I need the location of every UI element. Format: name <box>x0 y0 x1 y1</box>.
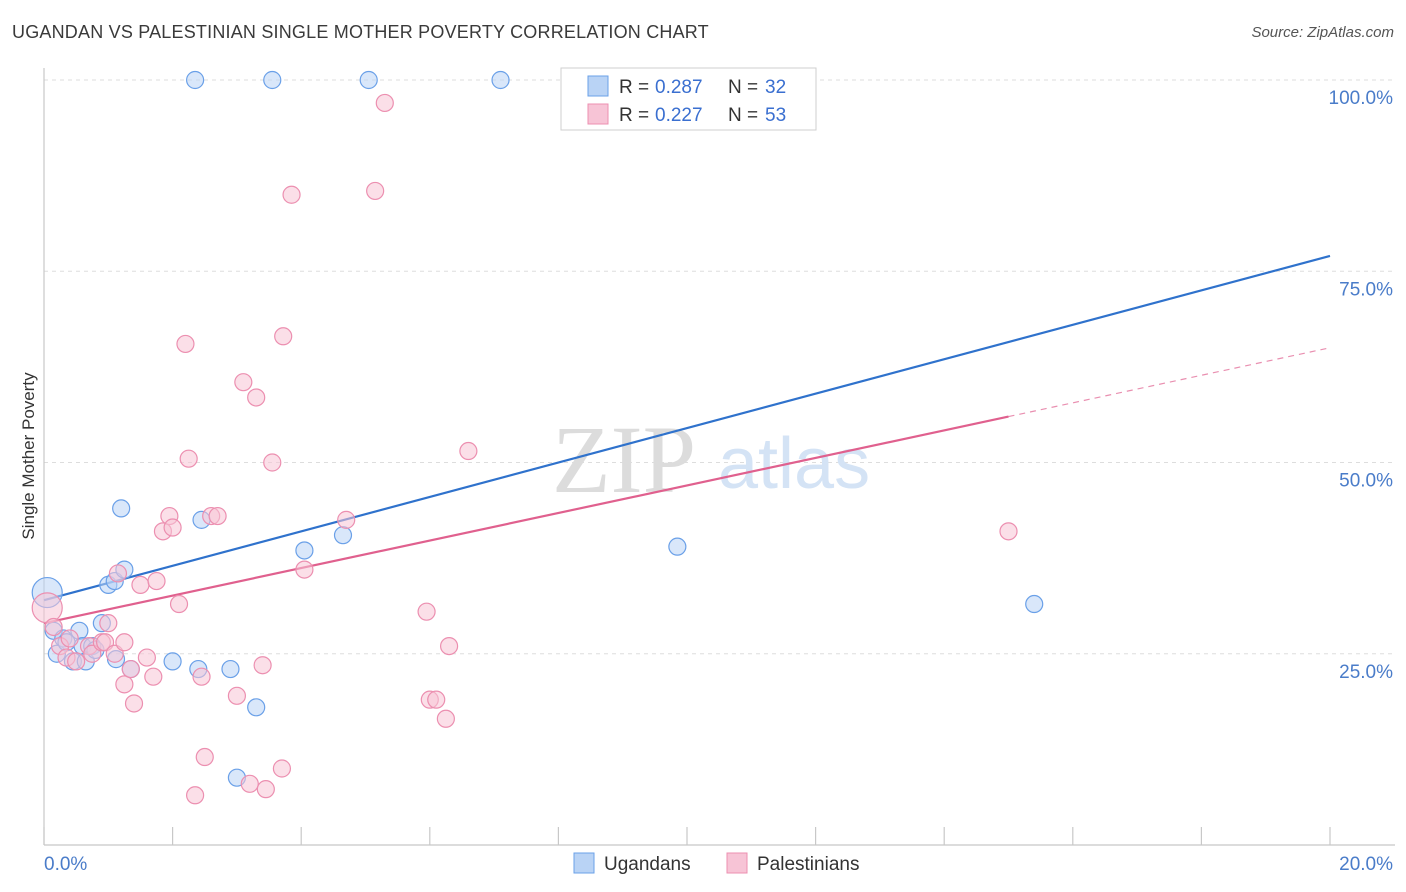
source-label: Source: ZipAtlas.com <box>1251 24 1394 41</box>
palestinian-point-14 <box>121 659 140 679</box>
legend-bottom-swatch-ugandans <box>573 852 595 874</box>
palestinian-point-41 <box>295 560 314 579</box>
palestinian-point-25 <box>179 449 198 468</box>
palestinian-point-34 <box>247 388 266 407</box>
tick-labels: 100.0% 75.0% 50.0% 25.0% 0.0% 20.0% <box>44 88 1393 875</box>
legend-r-label-2: R = <box>619 105 649 126</box>
legend-n-label-1: N = <box>728 77 758 98</box>
palestinian-point-45 <box>417 602 436 621</box>
legend-n-value-2: 53 <box>765 105 786 126</box>
y-axis-title: Single Mother Poverty <box>19 372 38 540</box>
palestinian-point-50 <box>459 441 478 461</box>
y-tick-label-1: 75.0% <box>1339 279 1393 300</box>
palestinian-point-26 <box>186 786 205 805</box>
palestinians-trend-extension <box>1008 347 1331 418</box>
legend-n-value-1: 32 <box>765 77 786 98</box>
y-tick-label-0: 100.0% <box>1329 88 1394 109</box>
ugandan-point-30 <box>359 70 378 90</box>
palestinian-point-40 <box>282 185 301 204</box>
palestinian-point-22 <box>163 518 182 537</box>
ugandans-trend-line <box>43 254 1331 602</box>
palestinian-point-5 <box>67 652 86 671</box>
ugandan-point-28 <box>186 70 205 90</box>
grid-lines <box>44 79 1395 655</box>
palestinian-point-17 <box>137 648 156 667</box>
y-tick-label-2: 50.0% <box>1339 471 1393 492</box>
palestinian-point-52 <box>115 633 134 652</box>
legend-swatch-ugandans <box>587 75 609 97</box>
palestinian-point-23 <box>169 594 189 614</box>
palestinian-point-12 <box>108 564 128 583</box>
palestinian-point-28 <box>195 747 214 767</box>
palestinian-point-47 <box>427 690 446 709</box>
palestinian-point-44 <box>375 93 394 113</box>
palestinians-trend-line <box>43 415 1009 625</box>
palestinian-point-10 <box>99 614 118 633</box>
legend-bottom-swatch-palestinians <box>726 852 748 874</box>
palestinian-point-33 <box>240 774 259 793</box>
palestinian-point-32 <box>234 373 253 392</box>
palestinian-point-51 <box>999 522 1018 541</box>
x-tick-label-0: 0.0% <box>44 854 87 875</box>
palestinian-point-48 <box>436 709 455 728</box>
ugandan-point-21 <box>221 659 240 679</box>
watermark-atlas: atlas <box>718 424 870 504</box>
watermark: ZIP atlas <box>552 406 870 513</box>
palestinian-point-13 <box>115 675 134 694</box>
legend-r-value-2: 0.227 <box>655 105 703 126</box>
legend-bottom-label-ugandans: Ugandans <box>604 854 691 875</box>
palestinian-point-37 <box>263 453 282 472</box>
palestinian-point-38 <box>272 759 292 778</box>
chart-title: UGANDAN VS PALESTINIAN SINGLE MOTHER POV… <box>12 22 709 42</box>
y-tick-label-3: 25.0% <box>1339 662 1393 683</box>
ugandan-point-23 <box>247 698 266 717</box>
legend-stats: R = 0.287 N = 32 R = 0.227 N = 53 <box>560 67 817 131</box>
ugandan-point-24 <box>295 541 314 560</box>
palestinian-point-18 <box>144 667 163 686</box>
legend-series: Ugandans Palestinians <box>573 852 859 875</box>
watermark-zip: ZIP <box>552 406 696 513</box>
trend-lines <box>43 254 1331 625</box>
palestinian-point-31 <box>227 686 246 705</box>
axes <box>43 68 1395 846</box>
palestinian-point-19 <box>147 571 166 591</box>
palestinian-point-36 <box>256 780 275 799</box>
legend-bottom-label-palestinians: Palestinians <box>757 854 859 875</box>
palestinian-point-4 <box>60 629 79 648</box>
palestinian-point-27 <box>192 667 211 686</box>
legend-swatch-palestinians <box>587 103 609 125</box>
legend-r-value-1: 0.287 <box>655 77 703 98</box>
palestinian-point-24 <box>176 334 195 354</box>
palestinian-point-35 <box>253 656 272 675</box>
ugandan-point-31 <box>491 70 510 90</box>
palestinian-point-30 <box>208 506 227 526</box>
palestinian-point-0 <box>31 592 63 624</box>
ugandan-point-29 <box>263 70 282 90</box>
palestinian-point-15 <box>124 694 144 713</box>
palestinian-point-16 <box>131 575 150 595</box>
x-tick-label-1: 20.0% <box>1339 854 1393 875</box>
ugandan-point-27 <box>1025 594 1044 614</box>
palestinian-point-39 <box>274 327 293 346</box>
legend-r-label-1: R = <box>619 77 649 98</box>
palestinian-point-1 <box>44 617 63 637</box>
ugandan-point-18 <box>163 652 182 671</box>
legend-n-label-2: N = <box>728 105 758 126</box>
data-points <box>31 70 1044 805</box>
ugandan-point-26 <box>668 537 687 556</box>
ugandan-point-14 <box>112 499 131 518</box>
palestinian-point-43 <box>366 181 385 201</box>
ugandan-point-25 <box>333 526 353 545</box>
palestinian-point-49 <box>439 636 459 656</box>
palestinian-point-42 <box>337 510 356 529</box>
